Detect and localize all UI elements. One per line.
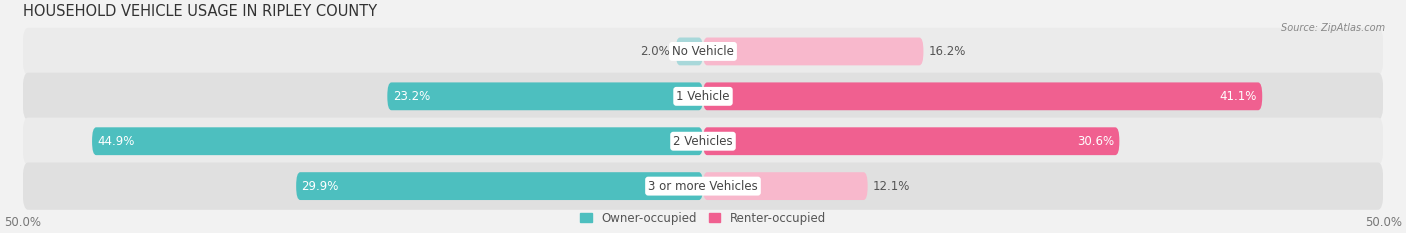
FancyBboxPatch shape — [387, 82, 703, 110]
FancyBboxPatch shape — [22, 118, 1384, 165]
FancyBboxPatch shape — [91, 127, 703, 155]
Text: 29.9%: 29.9% — [302, 180, 339, 193]
FancyBboxPatch shape — [22, 28, 1384, 75]
Text: 16.2%: 16.2% — [929, 45, 966, 58]
Text: 2 Vehicles: 2 Vehicles — [673, 135, 733, 148]
FancyBboxPatch shape — [22, 73, 1384, 120]
Text: HOUSEHOLD VEHICLE USAGE IN RIPLEY COUNTY: HOUSEHOLD VEHICLE USAGE IN RIPLEY COUNTY — [22, 4, 377, 19]
Text: 44.9%: 44.9% — [97, 135, 135, 148]
FancyBboxPatch shape — [703, 127, 1119, 155]
FancyBboxPatch shape — [22, 162, 1384, 210]
Text: No Vehicle: No Vehicle — [672, 45, 734, 58]
FancyBboxPatch shape — [703, 82, 1263, 110]
Text: Source: ZipAtlas.com: Source: ZipAtlas.com — [1281, 23, 1385, 33]
Legend: Owner-occupied, Renter-occupied: Owner-occupied, Renter-occupied — [575, 207, 831, 230]
Text: 30.6%: 30.6% — [1077, 135, 1114, 148]
FancyBboxPatch shape — [703, 172, 868, 200]
FancyBboxPatch shape — [676, 38, 703, 65]
Text: 1 Vehicle: 1 Vehicle — [676, 90, 730, 103]
Text: 41.1%: 41.1% — [1219, 90, 1257, 103]
Text: 12.1%: 12.1% — [873, 180, 911, 193]
Text: 3 or more Vehicles: 3 or more Vehicles — [648, 180, 758, 193]
FancyBboxPatch shape — [703, 38, 924, 65]
Text: 23.2%: 23.2% — [392, 90, 430, 103]
Text: 2.0%: 2.0% — [641, 45, 671, 58]
FancyBboxPatch shape — [297, 172, 703, 200]
